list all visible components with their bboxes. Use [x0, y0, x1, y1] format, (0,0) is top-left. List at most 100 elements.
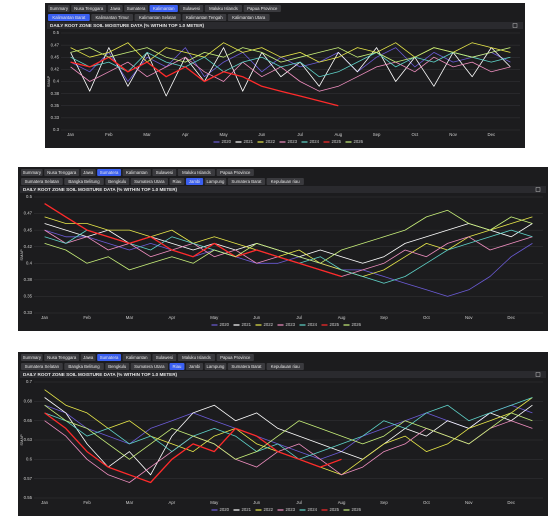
tab[interactable] — [134, 14, 181, 21]
tab-label[interactable]: Summary — [23, 170, 42, 175]
tab[interactable] — [204, 363, 227, 370]
tab[interactable] — [185, 363, 204, 370]
tab-label[interactable]: Jambi — [189, 179, 201, 184]
tab-label[interactable]: Jawa — [83, 355, 94, 360]
legend-label[interactable]: 2026 — [352, 322, 362, 327]
tab[interactable] — [44, 354, 80, 361]
tab-label[interactable]: Maluku Islands — [209, 6, 238, 11]
tab-label[interactable]: Sumatera — [100, 355, 119, 360]
tab-label[interactable]: Maluku Islands — [182, 355, 211, 360]
tab-label[interactable]: Kalimantan Tengah — [186, 15, 223, 20]
legend-label[interactable]: 2022 — [264, 507, 274, 512]
tab-label[interactable]: Papua Province — [220, 355, 251, 360]
tab-label[interactable]: Bengkulu — [108, 179, 127, 184]
tab-label[interactable]: Kalimantan Barat — [52, 15, 86, 20]
tab[interactable] — [80, 169, 96, 176]
tab-label[interactable]: Sulawesi — [156, 170, 173, 175]
tab[interactable] — [204, 178, 227, 185]
tab-label[interactable]: Jawa — [83, 170, 94, 175]
tab[interactable] — [21, 354, 43, 361]
tab-label[interactable]: Kalimantan — [153, 6, 175, 11]
tab[interactable] — [48, 14, 90, 21]
tab-label[interactable]: Kalimantan Timur — [95, 15, 129, 20]
tab-label[interactable]: Jambi — [189, 364, 201, 369]
export-icon[interactable] — [535, 187, 541, 192]
tab[interactable] — [204, 5, 243, 12]
tab-label[interactable]: Kepulauan riau — [271, 364, 301, 369]
legend-label[interactable]: 2020 — [220, 507, 230, 512]
tab-label[interactable]: Bangka Belitung — [68, 364, 100, 369]
tab[interactable] — [227, 363, 266, 370]
tab-label[interactable]: Papua Province — [247, 6, 278, 11]
export-icon[interactable] — [535, 372, 541, 377]
tab[interactable] — [179, 5, 204, 12]
legend-label[interactable]: 2022 — [266, 139, 276, 144]
legend-label[interactable]: 2022 — [264, 322, 274, 327]
tab[interactable] — [182, 14, 227, 21]
legend-label[interactable]: 2024 — [308, 507, 318, 512]
tab[interactable] — [266, 178, 304, 185]
tab-label[interactable]: Kalimantan Utara — [232, 15, 266, 20]
tab[interactable] — [107, 5, 123, 12]
tab[interactable] — [64, 178, 104, 185]
tab-label[interactable]: Bangka Belitung — [68, 179, 100, 184]
legend-label[interactable]: 2021 — [242, 507, 252, 512]
tab-label[interactable]: Nusa Tenggara — [47, 355, 77, 360]
tab-label[interactable]: Maluku Islands — [182, 170, 211, 175]
legend-label[interactable]: 2023 — [286, 322, 296, 327]
legend-label[interactable]: 2026 — [352, 507, 362, 512]
tab-label[interactable]: Sumatera Selatan — [25, 364, 60, 369]
tab[interactable] — [122, 354, 151, 361]
tab[interactable] — [105, 178, 130, 185]
tab[interactable] — [97, 169, 122, 176]
legend-label[interactable]: 2023 — [286, 507, 296, 512]
tab[interactable] — [227, 178, 266, 185]
legend-label[interactable]: 2021 — [244, 139, 254, 144]
tab-label[interactable]: Sulawesi — [183, 6, 200, 11]
tab-label[interactable]: Kalimantan Selatan — [139, 15, 177, 20]
tab-label[interactable]: Sumatera Utara — [134, 364, 165, 369]
tab[interactable] — [21, 363, 63, 370]
tab-label[interactable]: Riau — [173, 179, 182, 184]
tab-label[interactable]: Riau — [173, 364, 182, 369]
legend-label[interactable]: 2025 — [332, 139, 342, 144]
legend-label[interactable]: 2025 — [330, 507, 340, 512]
tab-label[interactable]: Sulawesi — [156, 355, 173, 360]
tab-label[interactable]: Summary — [50, 6, 69, 11]
tab-label[interactable]: Sumatera Selatan — [25, 179, 60, 184]
tab[interactable] — [185, 178, 204, 185]
tab-label[interactable]: Kalimantan — [126, 170, 148, 175]
tab[interactable] — [122, 169, 151, 176]
tab[interactable] — [64, 363, 104, 370]
tab-label[interactable]: Jawa — [110, 6, 121, 11]
tab-label[interactable]: Kalimantan — [126, 355, 148, 360]
tab-label[interactable]: Lampung — [206, 179, 225, 184]
tab-label[interactable]: Kepulauan riau — [271, 179, 301, 184]
tab[interactable] — [48, 5, 70, 12]
tab[interactable] — [105, 363, 130, 370]
legend-label[interactable]: 2020 — [222, 139, 232, 144]
legend-label[interactable]: 2026 — [354, 139, 364, 144]
export-icon[interactable] — [512, 23, 518, 28]
tab-label[interactable]: Lampung — [206, 364, 225, 369]
legend-label[interactable]: 2025 — [330, 322, 340, 327]
tab[interactable] — [21, 178, 63, 185]
tab[interactable] — [71, 5, 107, 12]
tab[interactable] — [124, 5, 149, 12]
tab[interactable] — [152, 354, 177, 361]
tab[interactable] — [177, 354, 216, 361]
tab[interactable] — [216, 169, 254, 176]
tab[interactable] — [243, 5, 281, 12]
tab-label[interactable]: Papua Province — [220, 170, 251, 175]
tab[interactable] — [216, 354, 254, 361]
tab[interactable] — [80, 354, 96, 361]
tab-label[interactable]: Nusa Tenggara — [74, 6, 104, 11]
tab[interactable] — [91, 14, 134, 21]
legend-label[interactable]: 2021 — [242, 322, 252, 327]
tab[interactable] — [227, 14, 270, 21]
tab-label[interactable]: Bengkulu — [108, 364, 127, 369]
tab[interactable] — [149, 5, 178, 12]
tab[interactable] — [169, 363, 185, 370]
tab[interactable] — [130, 363, 169, 370]
tab[interactable] — [266, 363, 304, 370]
